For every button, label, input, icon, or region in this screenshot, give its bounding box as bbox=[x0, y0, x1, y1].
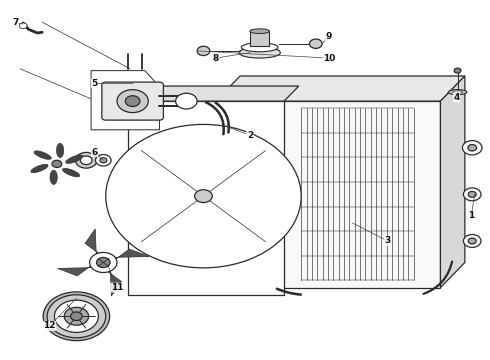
Circle shape bbox=[54, 300, 98, 332]
Text: 3: 3 bbox=[385, 237, 391, 246]
FancyArrowPatch shape bbox=[277, 289, 301, 294]
Circle shape bbox=[175, 93, 197, 109]
Ellipse shape bbox=[62, 168, 80, 177]
Circle shape bbox=[117, 90, 148, 113]
Polygon shape bbox=[58, 264, 97, 276]
FancyArrowPatch shape bbox=[423, 262, 452, 294]
Circle shape bbox=[454, 68, 461, 73]
Circle shape bbox=[19, 23, 27, 29]
Circle shape bbox=[468, 238, 476, 244]
Text: 12: 12 bbox=[43, 321, 56, 330]
Circle shape bbox=[71, 312, 82, 320]
Polygon shape bbox=[216, 101, 441, 288]
Text: 2: 2 bbox=[247, 131, 253, 140]
FancyArrowPatch shape bbox=[216, 103, 229, 132]
Circle shape bbox=[310, 39, 322, 48]
Circle shape bbox=[464, 188, 481, 201]
Circle shape bbox=[43, 292, 110, 341]
Text: 4: 4 bbox=[453, 93, 460, 102]
Text: 6: 6 bbox=[91, 148, 98, 157]
Text: 10: 10 bbox=[323, 54, 335, 63]
Ellipse shape bbox=[31, 164, 48, 173]
FancyArrowPatch shape bbox=[206, 102, 224, 134]
Circle shape bbox=[197, 46, 210, 55]
Ellipse shape bbox=[239, 47, 280, 58]
Circle shape bbox=[125, 96, 140, 107]
Circle shape bbox=[64, 307, 89, 325]
Ellipse shape bbox=[50, 170, 57, 184]
Circle shape bbox=[90, 252, 117, 273]
Ellipse shape bbox=[250, 29, 270, 33]
Ellipse shape bbox=[34, 151, 51, 159]
Circle shape bbox=[75, 152, 97, 168]
Ellipse shape bbox=[453, 91, 463, 93]
Text: 9: 9 bbox=[326, 32, 332, 41]
Circle shape bbox=[97, 257, 110, 267]
Text: 5: 5 bbox=[91, 79, 98, 88]
Circle shape bbox=[80, 156, 92, 165]
Text: 11: 11 bbox=[111, 283, 123, 292]
Polygon shape bbox=[110, 249, 149, 261]
Circle shape bbox=[463, 140, 482, 155]
Polygon shape bbox=[91, 71, 159, 130]
Circle shape bbox=[468, 144, 477, 151]
Ellipse shape bbox=[242, 43, 278, 52]
Circle shape bbox=[468, 192, 476, 197]
Circle shape bbox=[464, 234, 481, 247]
Polygon shape bbox=[85, 229, 101, 257]
Ellipse shape bbox=[448, 90, 467, 95]
Polygon shape bbox=[441, 76, 465, 288]
Circle shape bbox=[106, 125, 301, 268]
Text: 7: 7 bbox=[12, 18, 19, 27]
Circle shape bbox=[47, 295, 106, 338]
Text: 8: 8 bbox=[213, 54, 219, 63]
Circle shape bbox=[52, 160, 62, 167]
Circle shape bbox=[100, 158, 107, 163]
Bar bbox=[250, 31, 270, 45]
Ellipse shape bbox=[66, 155, 83, 163]
FancyBboxPatch shape bbox=[102, 82, 163, 120]
Polygon shape bbox=[216, 76, 465, 101]
Circle shape bbox=[195, 190, 212, 203]
Polygon shape bbox=[128, 101, 284, 295]
Circle shape bbox=[96, 154, 111, 166]
Ellipse shape bbox=[56, 143, 64, 158]
Polygon shape bbox=[105, 267, 122, 296]
Polygon shape bbox=[128, 86, 299, 101]
Text: 1: 1 bbox=[468, 211, 474, 220]
